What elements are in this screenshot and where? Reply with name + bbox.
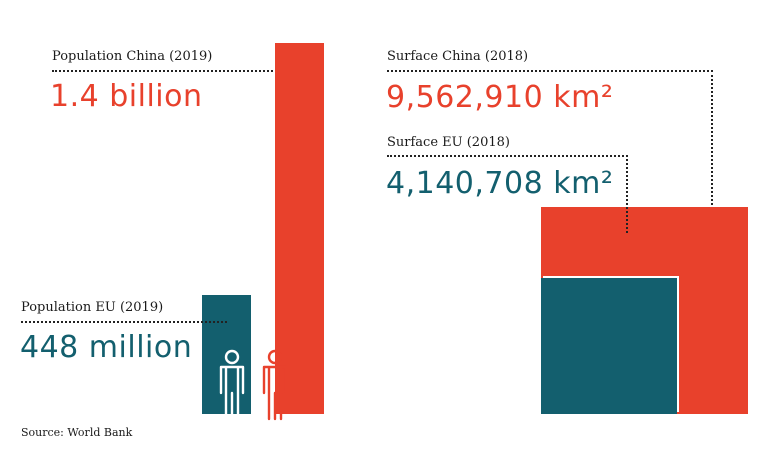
person-icon-eu (219, 349, 245, 421)
surface-eu-value: 4,140,708 km² (386, 166, 614, 201)
population-eu-label: Population EU (2019) (21, 300, 164, 315)
surface-eu-leader-line-h (387, 155, 628, 157)
surface-china-leader-line-h (387, 70, 713, 72)
surface-china-value: 9,562,910 km² (386, 80, 614, 115)
surface-china-leader-line-v (711, 70, 713, 233)
source-note: Source: World Bank (21, 426, 133, 439)
population-china-leader-line (52, 70, 300, 72)
surface-eu-square (541, 277, 678, 414)
population-china-value: 1.4 billion (50, 79, 203, 114)
surface-eu-leader-line-v (626, 155, 628, 233)
surface-eu-label: Surface EU (2018) (387, 135, 510, 150)
population-eu-value: 448 million (20, 330, 193, 365)
surface-china-label: Surface China (2018) (387, 49, 529, 64)
population-china-label: Population China (2019) (52, 49, 213, 64)
population-china-bar (275, 43, 324, 414)
person-icon-china (262, 349, 288, 421)
population-eu-leader-line (21, 321, 227, 323)
